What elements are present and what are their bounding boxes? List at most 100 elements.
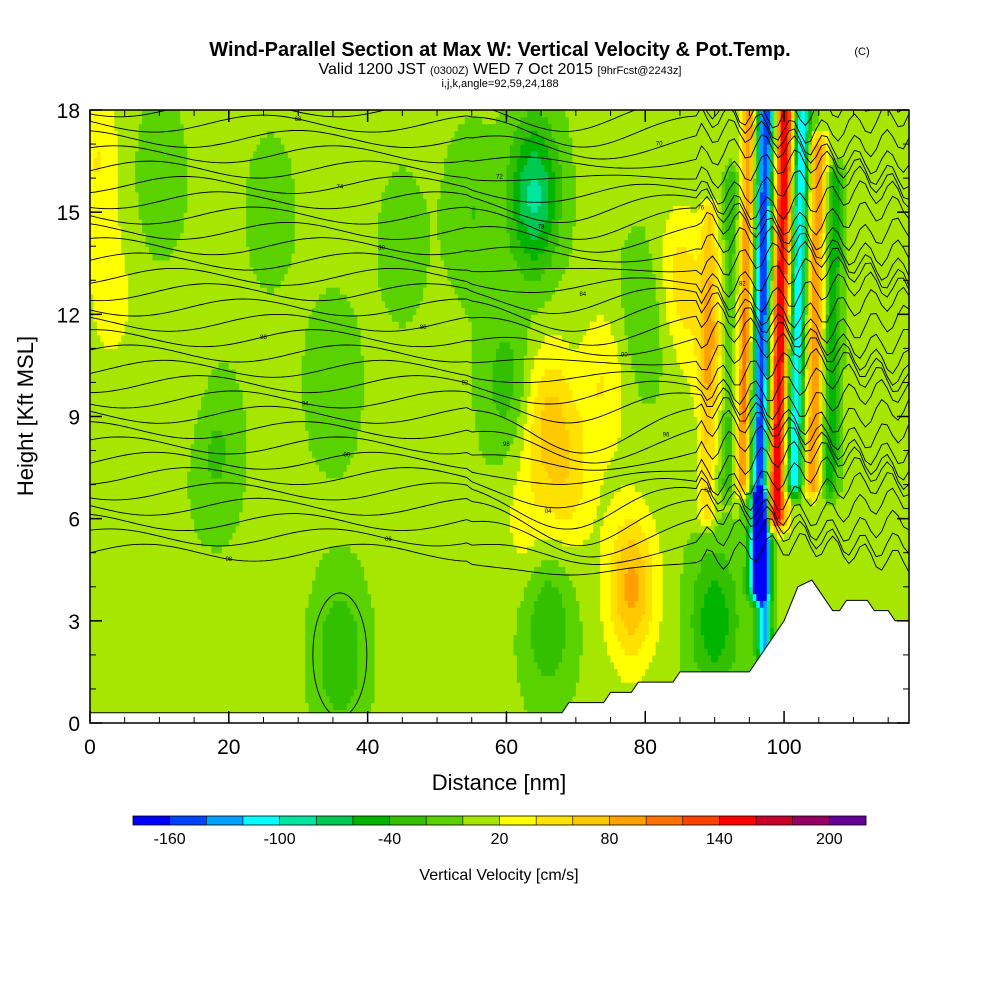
w-cell	[839, 184, 844, 193]
w-cell	[711, 430, 716, 438]
w-cell	[627, 232, 646, 241]
w-cell	[787, 348, 792, 356]
w-cell	[620, 246, 650, 254]
w-cell	[836, 423, 841, 431]
w-cell	[391, 171, 414, 179]
w-cell	[784, 450, 789, 458]
w-cell	[822, 491, 827, 499]
w-cell	[822, 253, 827, 261]
w-cell	[787, 287, 792, 295]
w-cell	[763, 171, 768, 179]
w-cell	[773, 430, 782, 438]
w-cell	[530, 253, 539, 261]
w-cell	[666, 314, 681, 322]
w-cell	[353, 450, 483, 458]
w-cell	[804, 457, 809, 465]
w-cell	[777, 362, 782, 370]
w-cell	[620, 423, 698, 431]
w-cell	[784, 375, 789, 384]
w-cell	[516, 470, 532, 479]
w-cell	[645, 498, 698, 506]
w-cell	[742, 409, 747, 418]
w-cell	[846, 355, 909, 363]
w-cell	[791, 259, 796, 268]
theta-contour	[90, 487, 909, 547]
w-cell	[725, 396, 733, 404]
y-tick-label: 3	[68, 611, 80, 634]
w-cell	[815, 436, 820, 445]
w-cell	[121, 334, 306, 343]
w-cell	[742, 178, 747, 186]
w-cell	[808, 144, 813, 152]
w-cell	[478, 436, 514, 445]
w-cell	[732, 436, 737, 445]
w-cell	[756, 614, 761, 622]
w-cell	[825, 375, 830, 384]
w-cell	[804, 436, 809, 445]
w-cell	[697, 368, 702, 377]
w-cell	[624, 579, 639, 588]
w-cell	[603, 314, 626, 322]
w-cell	[541, 457, 570, 465]
w-cell	[527, 327, 587, 336]
w-cell	[475, 409, 501, 418]
w-cell	[662, 586, 681, 595]
w-cell	[718, 396, 723, 404]
w-cell	[787, 259, 792, 268]
w-cell	[745, 593, 750, 601]
w-cell	[825, 334, 830, 343]
w-cell	[693, 586, 709, 595]
w-cell	[728, 607, 737, 615]
w-cell	[315, 457, 351, 465]
w-cell	[825, 178, 830, 186]
w-cell	[506, 171, 514, 179]
w-cell	[530, 368, 546, 377]
w-cell	[652, 511, 698, 520]
w-cell	[513, 539, 535, 547]
w-cell	[815, 470, 820, 479]
w-cell	[603, 634, 619, 642]
w-cell	[450, 280, 560, 288]
w-cell	[839, 443, 844, 452]
w-cell	[784, 498, 789, 506]
w-cell	[634, 539, 650, 547]
w-cell	[770, 600, 775, 608]
w-cell	[770, 586, 775, 595]
w-cell	[704, 341, 716, 349]
x-tick-label: 60	[495, 736, 518, 759]
w-cell	[572, 225, 632, 234]
w-cell	[600, 566, 612, 574]
w-cell	[791, 327, 796, 336]
w-cell	[811, 266, 820, 275]
w-cell	[766, 443, 771, 452]
w-cell	[735, 314, 740, 322]
w-cell	[305, 688, 327, 697]
w-cell	[364, 573, 532, 581]
w-cell	[777, 178, 782, 186]
w-cell	[763, 470, 768, 479]
w-cell	[766, 178, 771, 186]
w-cell	[579, 661, 615, 670]
w-cell	[631, 355, 664, 363]
w-cell	[804, 491, 809, 499]
w-cell	[763, 641, 768, 649]
w-cell	[679, 654, 695, 663]
w-cell	[90, 484, 188, 493]
w-cell	[558, 586, 577, 595]
w-cell	[90, 218, 119, 227]
w-cell	[745, 457, 750, 465]
w-cell	[617, 586, 626, 595]
w-cell	[187, 164, 251, 172]
w-cell	[738, 423, 747, 431]
w-cell	[766, 382, 771, 390]
w-cell	[732, 341, 737, 349]
w-cell	[759, 273, 768, 281]
w-cell	[93, 314, 129, 322]
w-cell	[742, 259, 750, 268]
w-cell	[513, 205, 521, 213]
w-cell	[620, 416, 698, 424]
w-cell	[770, 375, 775, 384]
w-cell	[714, 464, 723, 472]
theta-contour-label: 70	[656, 142, 663, 148]
w-cell	[818, 116, 909, 125]
